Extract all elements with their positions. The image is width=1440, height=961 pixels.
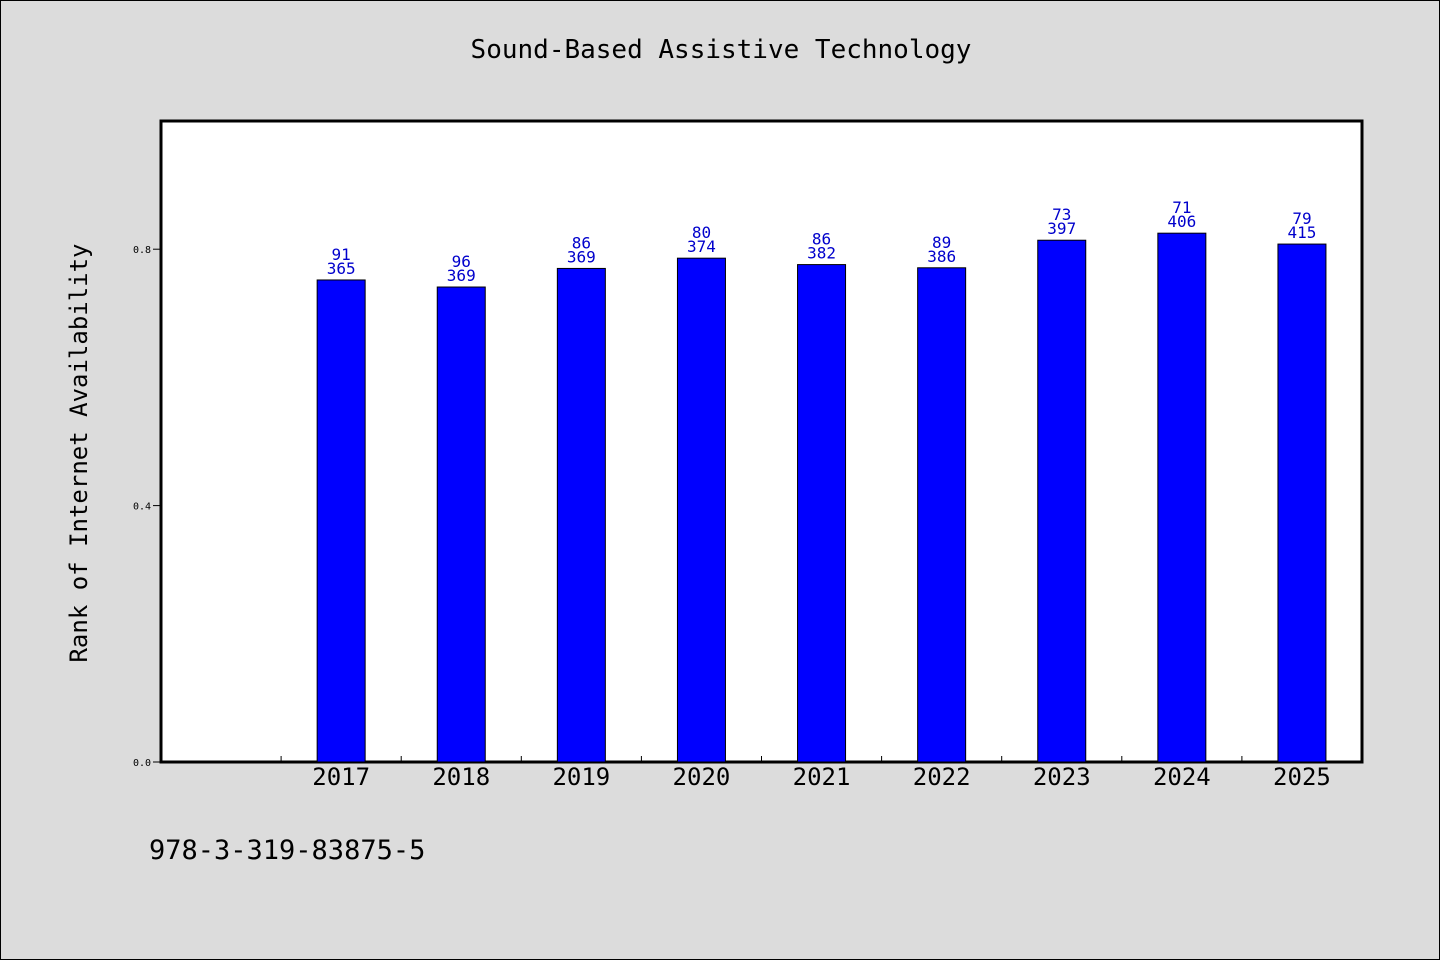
x-tick-label: 2025 — [1273, 763, 1331, 791]
bar-label-bottom: 369 — [447, 266, 476, 285]
bar-label-bottom: 415 — [1287, 223, 1316, 242]
bar-label-top: 86 — [812, 230, 831, 249]
bar-label-bottom: 397 — [1047, 219, 1076, 238]
x-axis: 2017 2018 2019 2020 2021 2022 2023 2024 2025 — [280, 756, 1331, 791]
bar-label-bottom: 369 — [567, 247, 596, 266]
chart-title: Sound-Based Assistive Technology — [470, 35, 972, 65]
isbn-label: 978-3-319-83875-5 — [149, 835, 426, 866]
bar-label-top: 80 — [692, 223, 711, 242]
bar-label-top: 96 — [452, 252, 471, 271]
bar-label-bottom: 406 — [1167, 212, 1196, 231]
bar-label-top: 86 — [572, 233, 591, 252]
bar — [917, 267, 967, 763]
y-tick-label: 0.8 — [133, 245, 151, 256]
bar — [1157, 232, 1207, 763]
bar — [1277, 243, 1327, 763]
x-tick-label: 2022 — [913, 763, 971, 791]
x-tick-label: 2021 — [793, 763, 851, 791]
y-tick-label: 0.0 — [133, 758, 151, 769]
bar — [676, 257, 726, 763]
x-tick-label: 2023 — [1033, 763, 1091, 791]
x-tick-label: 2024 — [1153, 763, 1211, 791]
y-axis: 0.0 0.4 0.8 — [133, 245, 161, 769]
bar — [556, 267, 606, 763]
bar — [436, 286, 486, 763]
bar-label-top: 91 — [332, 245, 351, 264]
bar-label-top: 89 — [932, 233, 951, 252]
bar — [1037, 239, 1087, 763]
bar-label-bottom: 374 — [687, 237, 716, 256]
bar-label-top: 79 — [1292, 209, 1311, 228]
x-tick-label: 2020 — [673, 763, 731, 791]
x-tick-label: 2018 — [432, 763, 490, 791]
x-tick-label: 2017 — [312, 763, 370, 791]
bars — [316, 232, 1327, 763]
bar-label-top: 71 — [1172, 198, 1191, 217]
bar-label-top: 73 — [1052, 205, 1071, 224]
bar — [797, 264, 847, 763]
bar-label-bottom: 382 — [807, 244, 836, 263]
bar-label-bottom: 386 — [927, 247, 956, 266]
y-tick-label: 0.4 — [133, 502, 151, 513]
y-axis-label: Rank of Internet Availability — [65, 243, 93, 662]
bar-label-bottom: 365 — [327, 259, 356, 278]
x-tick-label: 2019 — [552, 763, 610, 791]
bar — [316, 279, 366, 763]
